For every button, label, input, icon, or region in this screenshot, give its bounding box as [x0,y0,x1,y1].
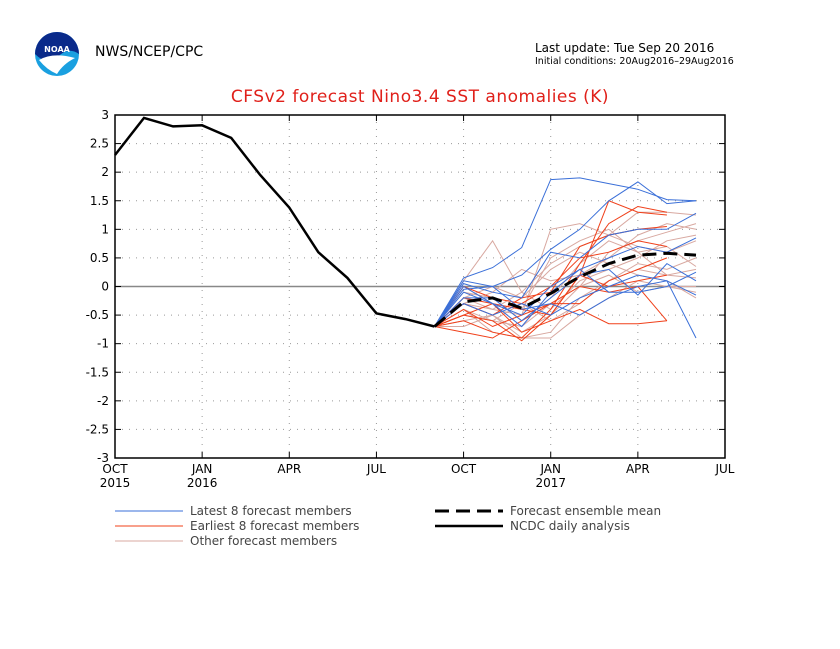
legend-label-latest: Latest 8 forecast members [190,504,352,518]
y-tick-label: 3 [101,108,109,122]
ensemble-mean-line [433,251,697,328]
noaa-logo: NOAA [35,32,79,76]
plot-frame [114,114,726,459]
x-tick-year: 2017 [535,476,566,490]
other-member-line [434,268,697,327]
legend-label-earliest: Earliest 8 forecast members [190,519,359,533]
y-tick-label: -1 [97,337,109,351]
logo-text: NOAA [44,45,70,54]
y-tick-label: 2.5 [90,137,109,151]
analysis-line [114,116,435,328]
y-tick-label: -3 [97,451,109,465]
latest-member-line [434,177,697,327]
chart-title: CFSv2 forecast Nino3.4 SST anomalies (K) [230,87,610,107]
latest-member-line [434,262,697,327]
x-tick-label: JUL [714,462,734,476]
x-tick-label: APR [626,462,650,476]
legend-label-analysis: NCDC daily analysis [510,519,630,533]
y-tick-label: -0.5 [86,308,109,322]
legend-label-mean: Forecast ensemble mean [510,504,661,518]
latest-member-line [434,274,697,327]
y-tick-label: -2 [97,394,109,408]
x-tick-label: OCT [451,462,477,476]
x-tick-year: 2016 [187,476,218,490]
y-tick-label: -2.5 [86,422,109,436]
legend-label-other: Other forecast members [190,534,337,548]
x-tick-label: JAN [191,462,213,476]
y-tick-label: 1 [101,222,109,236]
other-member-line [434,211,697,327]
initial-conditions: Initial conditions: 20Aug2016–29Aug2016 [535,56,734,67]
latest-member-line [434,268,697,328]
earliest-member-line [434,205,667,339]
org-label: NWS/NCEP/CPC [95,44,204,60]
x-tick-label: OCT [102,462,128,476]
latest-member-line [434,280,697,339]
y-tick-label: 0 [101,280,109,294]
x-tick-year: 2015 [100,476,131,490]
y-tick-label: 1.5 [90,194,109,208]
x-tick-label: JAN [539,462,561,476]
y-tick-label: -1.5 [86,365,109,379]
latest-member-line [434,181,697,327]
y-tick-label: 0.5 [90,251,109,265]
y-tick-label: 2 [101,165,109,179]
x-tick-label: JUL [366,462,386,476]
last-update: Last update: Tue Sep 20 2016 [535,41,715,55]
x-tick-label: APR [277,462,301,476]
